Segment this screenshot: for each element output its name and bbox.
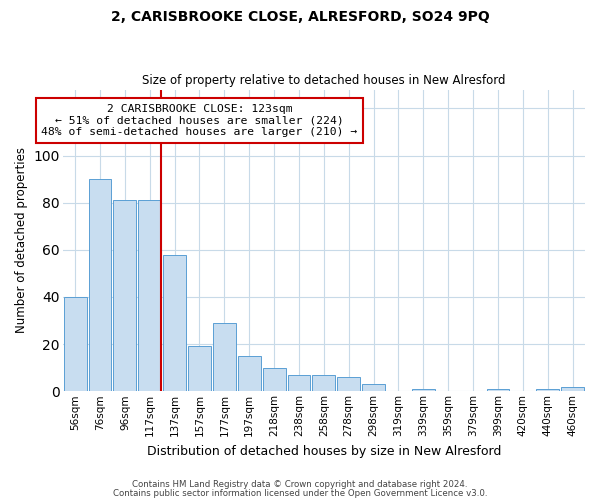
Bar (536, 389, 559, 392)
Bar (487, 389, 509, 392)
Bar (287, 375, 310, 392)
Bar (139, 200, 161, 392)
Bar (89, 179, 112, 392)
Bar (188, 346, 211, 392)
Title: Size of property relative to detached houses in New Alresford: Size of property relative to detached ho… (142, 74, 506, 87)
X-axis label: Distribution of detached houses by size in New Alresford: Distribution of detached houses by size … (146, 444, 501, 458)
Bar (213, 323, 236, 392)
Bar (412, 389, 435, 392)
Bar (337, 377, 360, 392)
Bar (163, 254, 186, 392)
Bar (313, 375, 335, 392)
Bar (561, 386, 584, 392)
Bar (113, 200, 136, 392)
Text: 2, CARISBROOKE CLOSE, ALRESFORD, SO24 9PQ: 2, CARISBROOKE CLOSE, ALRESFORD, SO24 9P… (110, 10, 490, 24)
Bar (263, 368, 286, 392)
Y-axis label: Number of detached properties: Number of detached properties (15, 148, 28, 334)
Bar (362, 384, 385, 392)
Bar (64, 297, 86, 392)
Text: Contains public sector information licensed under the Open Government Licence v3: Contains public sector information licen… (113, 489, 487, 498)
Text: Contains HM Land Registry data © Crown copyright and database right 2024.: Contains HM Land Registry data © Crown c… (132, 480, 468, 489)
Text: 2 CARISBROOKE CLOSE: 123sqm
← 51% of detached houses are smaller (224)
48% of se: 2 CARISBROOKE CLOSE: 123sqm ← 51% of det… (41, 104, 358, 137)
Bar (238, 356, 260, 392)
